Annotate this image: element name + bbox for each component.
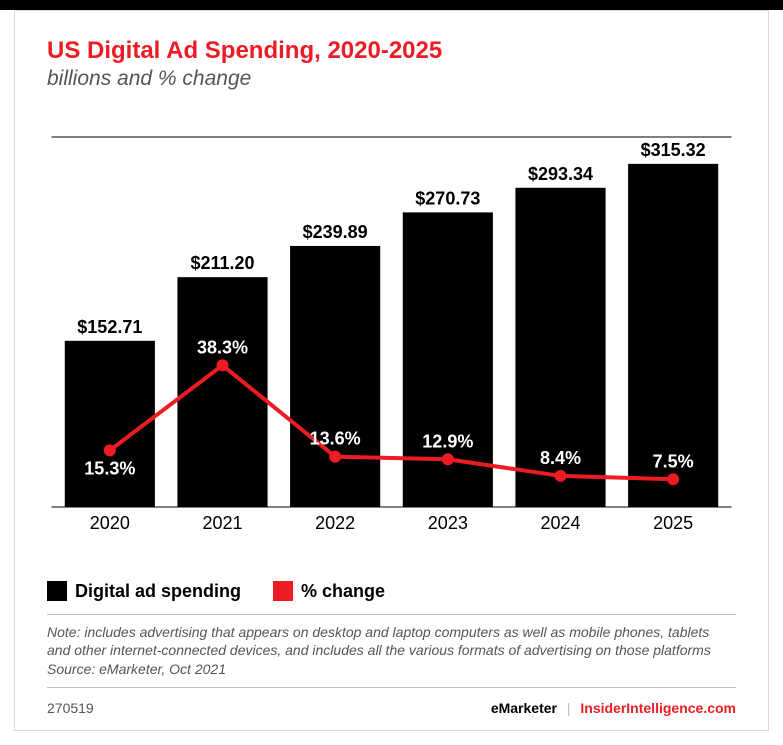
line-marker-2025 [667, 473, 679, 485]
chart-subtitle: billions and % change [47, 67, 736, 91]
xtick-2022: 2022 [315, 513, 355, 533]
chart-plot: $152.71 $211.20 $239.89 $270.73 $293.34 $315.… [47, 109, 736, 567]
chart-container: US Digital Ad Spending, 2020-2025 billio… [0, 0, 783, 745]
legend: Digital ad spending % change [47, 581, 736, 602]
xtick-2025: 2025 [653, 513, 693, 533]
line-marker-2023 [442, 453, 454, 465]
line-label-2020: 15.3% [84, 458, 135, 478]
line-label-2022: 13.6% [310, 429, 361, 449]
top-bar [0, 0, 783, 10]
bar-label-2020: $152.71 [77, 317, 142, 337]
xtick-2020: 2020 [90, 513, 130, 533]
legend-swatch-line [273, 581, 293, 601]
line-marker-2022 [329, 451, 341, 463]
divider-2 [47, 687, 736, 688]
legend-swatch-bars [47, 581, 67, 601]
chart-title: US Digital Ad Spending, 2020-2025 [47, 37, 736, 65]
xtick-2024: 2024 [540, 513, 580, 533]
line-label-2021: 38.3% [197, 337, 248, 357]
legend-item-line: % change [273, 581, 385, 602]
brand-separator: | [567, 700, 571, 716]
legend-item-bars: Digital ad spending [47, 581, 241, 602]
line-label-2024: 8.4% [540, 448, 581, 468]
divider [47, 614, 736, 615]
xtick-2023: 2023 [428, 513, 468, 533]
bar-2022 [290, 246, 380, 507]
bar-2020 [65, 341, 155, 507]
brand-emarketer: eMarketer [491, 700, 557, 716]
footer-id: 270519 [47, 700, 94, 716]
line-marker-2020 [104, 444, 116, 456]
footer-brands: eMarketer | InsiderIntelligence.com [491, 700, 736, 716]
line-marker-2024 [555, 470, 567, 482]
brand-insider: InsiderIntelligence.com [580, 700, 736, 716]
xtick-2021: 2021 [202, 513, 242, 533]
bar-label-2021: $211.20 [190, 253, 254, 273]
note-text: Note: includes advertising that appears … [47, 623, 736, 659]
bar-label-2024: $293.34 [528, 164, 593, 184]
legend-label-bars: Digital ad spending [75, 581, 241, 602]
bar-label-2025: $315.32 [641, 140, 706, 160]
line-label-2023: 12.9% [422, 431, 473, 451]
footer: 270519 eMarketer | InsiderIntelligence.c… [47, 700, 736, 716]
line-marker-2021 [217, 359, 229, 371]
bar-label-2022: $239.89 [303, 222, 368, 242]
card: US Digital Ad Spending, 2020-2025 billio… [14, 10, 769, 731]
bar-label-2023: $270.73 [415, 188, 480, 208]
legend-label-line: % change [301, 581, 385, 602]
source-text: Source: eMarketer, Oct 2021 [47, 661, 736, 677]
chart-svg: $152.71 $211.20 $239.89 $270.73 $293.34 $315.… [47, 109, 736, 537]
line-label-2025: 7.5% [653, 451, 694, 471]
